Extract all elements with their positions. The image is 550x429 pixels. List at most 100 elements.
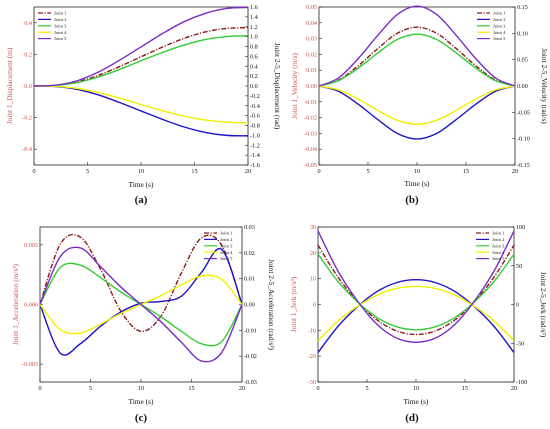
x-tick-label: 20	[511, 385, 517, 392]
series-line-joint-1	[318, 26, 516, 87]
legend-label: Joint 1	[220, 231, 233, 236]
y-left-tick-label: -0.2	[22, 115, 32, 122]
legend-label: Joint 3	[493, 23, 506, 28]
y-right-tick-label: 0.10	[517, 30, 528, 37]
legend-label: Joint 3	[220, 243, 233, 248]
legend-label: Joint 1	[54, 11, 67, 16]
x-tick-label: 15	[188, 385, 194, 392]
legend-label: Joint 3	[54, 23, 67, 28]
y-left-tick-label: 0.2	[24, 51, 32, 58]
x-tick-label: 20	[245, 168, 251, 175]
y-right-axis-label: Joint 2-5_Velocity (rad/s)	[540, 48, 549, 124]
y-right-tick-label: -0.05	[517, 109, 530, 116]
y-right-tick-label: -100	[516, 379, 527, 386]
y-right-axis-label: Joint 2-5_Jerk (rad/s³)	[539, 272, 548, 338]
series-line-joint-4	[33, 85, 249, 124]
y-right-tick-label: 0.6	[250, 53, 258, 60]
x-tick-label: 5	[365, 385, 368, 392]
y-right-tick-label: 1.0	[250, 34, 258, 41]
series-line-joint-2	[317, 279, 515, 353]
legend-label: Joint 1	[492, 231, 505, 236]
y-right-tick-label: 100	[516, 224, 525, 231]
y-right-tick-label: 0.15	[517, 4, 528, 11]
x-tick-label: 0	[32, 168, 35, 175]
y-right-tick-label: 0	[516, 302, 519, 309]
series-line-joint-2	[318, 85, 516, 140]
chart-panel-1: 0 5 10 15 20 -0.4 -0.2 0.0 0.2 0.4 -1.6 -1.4 -1.2 -1.…	[5, 4, 282, 206]
series-line-joint-5	[33, 6, 249, 87]
x-tick-label: 10	[138, 168, 144, 175]
x-tick-label: 15	[191, 168, 197, 175]
legend-label: Joint 4	[54, 30, 67, 35]
y-left-axis-label: Joint 1_Acceleration (m/s²)	[11, 263, 20, 345]
series-line-joint-5	[317, 230, 515, 343]
legend-label: Joint 2	[54, 17, 67, 22]
y-left-tick-label: 0.04	[306, 20, 317, 27]
x-tick-label: 0	[38, 385, 41, 392]
x-tick-label: 15	[463, 168, 469, 175]
y-right-tick-label: -0.6	[250, 113, 260, 120]
chart-panel-4: 0 5 10 15 20-30-20-100102030-100-50050100Joi…	[289, 224, 548, 424]
x-tick-label: 5	[89, 385, 92, 392]
series-line-joint-4	[318, 85, 516, 125]
y-right-axis-label: Joint 2-5_Acceleration (rad/s²)	[267, 259, 276, 350]
y-left-tick-label: -0.02	[304, 115, 317, 122]
y-left-axis-label: Joint 1_Velocity (m/s)	[290, 53, 299, 119]
series-line-joint-1	[317, 244, 515, 336]
y-left-tick-label: 0.03	[306, 36, 317, 43]
y-left-tick-label: -0.04	[304, 146, 317, 153]
legend-label: Joint 2	[493, 17, 506, 22]
y-left-tick-label: 0	[313, 302, 316, 309]
y-left-tick-label: -0.05	[304, 162, 317, 169]
x-tick-label: 15	[462, 385, 468, 392]
y-right-tick-label: -0.02	[244, 353, 257, 360]
series-line-joint-5	[318, 5, 516, 87]
x-tick-label: 10	[413, 385, 419, 392]
series-line-joint-1	[39, 233, 243, 333]
y-right-tick-label: 1.2	[250, 24, 258, 31]
x-tick-label: 10	[414, 168, 420, 175]
y-right-tick-label: 0.0	[250, 83, 258, 90]
y-left-tick-label: -10	[308, 327, 316, 334]
y-left-tick-label: -0.4	[22, 146, 32, 153]
y-right-tick-label: -0.8	[250, 123, 260, 130]
legend-label: Joint 4	[220, 250, 233, 255]
y-left-tick-label: -20	[308, 353, 316, 360]
legend-label: Joint 3	[492, 243, 505, 248]
y-right-tick-label: 0.00	[244, 302, 255, 309]
y-right-tick-label: -0.15	[517, 162, 530, 169]
y-left-tick-label: 20	[310, 250, 316, 257]
x-tick-label: 0	[316, 385, 319, 392]
legend-label: Joint 4	[492, 250, 505, 255]
y-left-tick-label: 0.4	[24, 20, 32, 27]
y-left-tick-label: 0.01	[306, 67, 317, 74]
y-right-tick-label: -0.01	[244, 327, 257, 334]
y-right-tick-label: 0.03	[244, 224, 255, 231]
y-left-tick-label: -0.01	[304, 99, 317, 106]
y-right-tick-label: 0.8	[250, 44, 258, 51]
y-left-axis-label: Joint 1_Jerk (m/s³)	[289, 276, 298, 332]
x-tick-label: 20	[512, 168, 518, 175]
legend-label: Joint 5	[220, 256, 233, 261]
y-right-tick-label: 50	[516, 263, 522, 270]
y-left-tick-label: 0.00	[306, 83, 317, 90]
x-axis-label: Time (s)	[129, 180, 155, 189]
chart-panel-2: 0 5 10 15 20 -0.05 -0.04 -0.03 -0.02 -0.01 0.00 0.0…	[290, 4, 549, 206]
y-left-axis-label: Joint 1_Displacement (m)	[5, 47, 14, 124]
x-tick-label: 0	[317, 168, 320, 175]
legend-label: Joint 5	[493, 36, 506, 41]
series-line-joint-5	[39, 246, 243, 363]
x-axis-label: Time (s)	[405, 179, 431, 188]
y-right-tick-label: -0.4	[250, 103, 260, 110]
legend-label: Joint 2	[220, 237, 233, 242]
y-right-tick-label: 0.4	[250, 63, 258, 70]
x-tick-label: 10	[138, 385, 144, 392]
legend-label: Joint 5	[492, 256, 505, 261]
x-tick-label: 5	[86, 168, 89, 175]
series-line-joint-3	[317, 253, 515, 331]
y-right-tick-label: 1.6	[250, 4, 258, 11]
